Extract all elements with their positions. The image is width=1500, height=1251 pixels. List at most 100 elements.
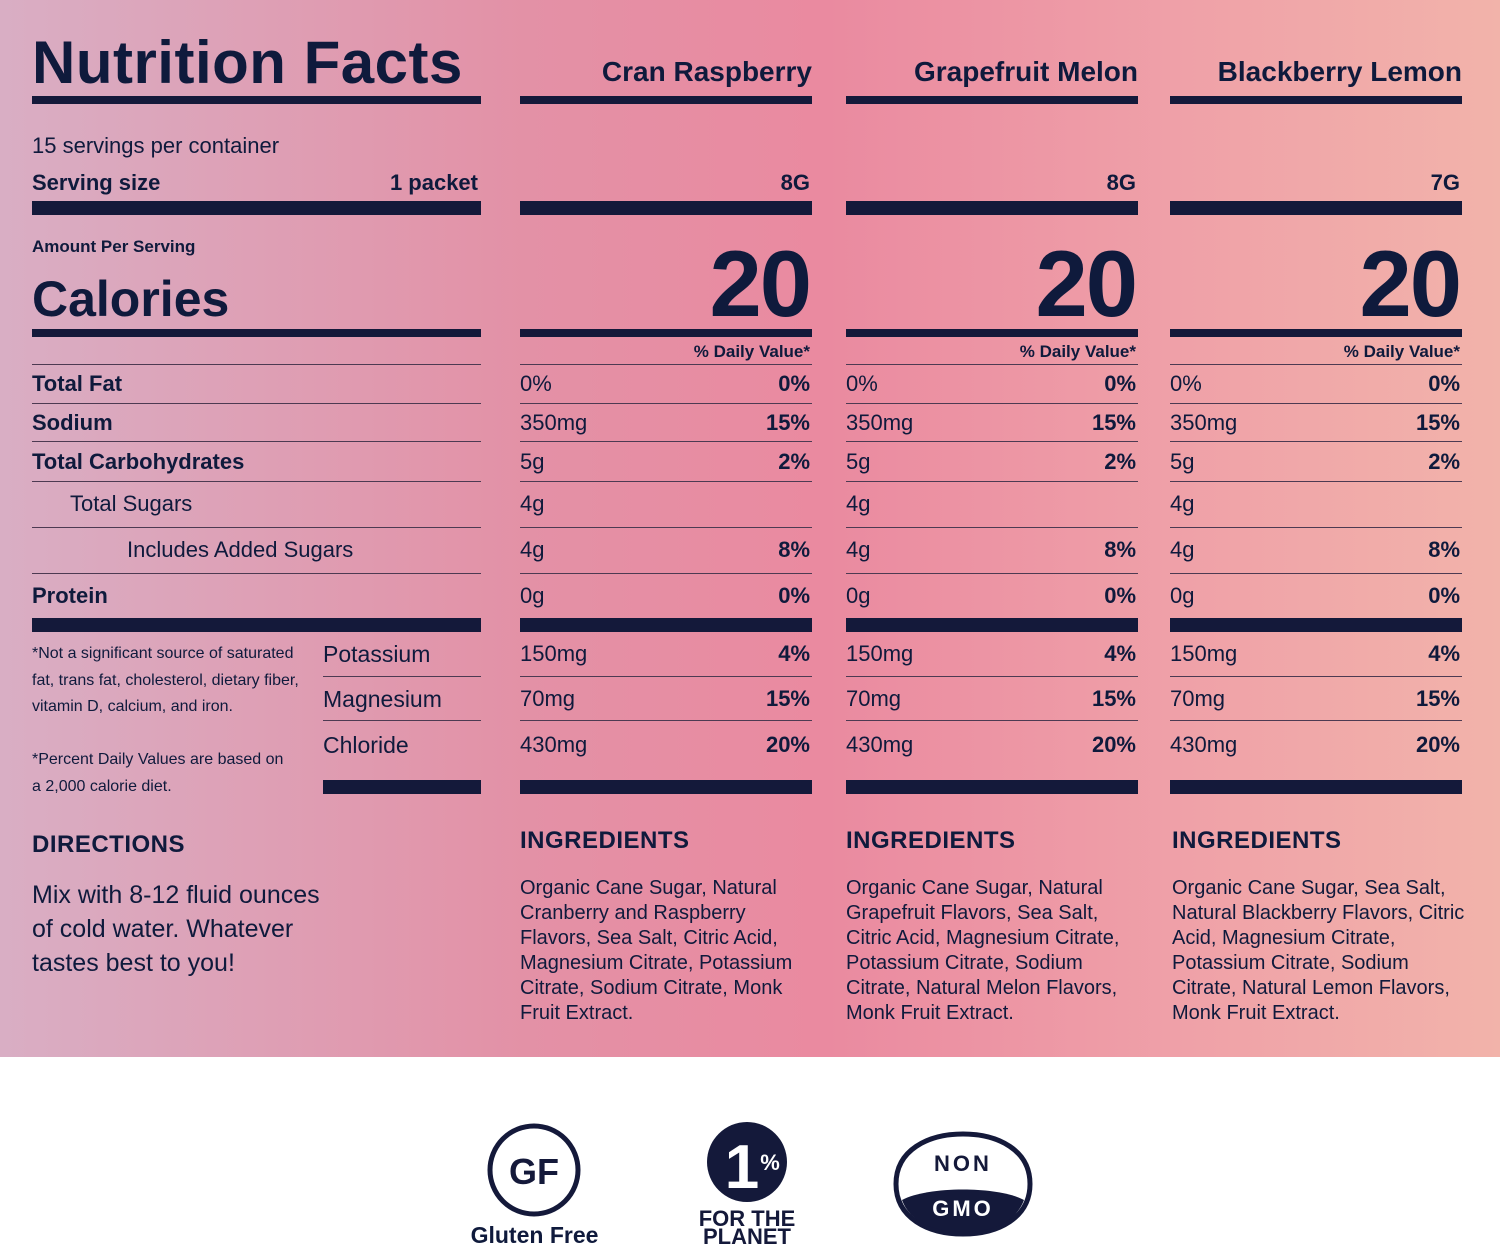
mineral-daily-value: 20% bbox=[1091, 732, 1136, 757]
row-separator bbox=[520, 527, 812, 528]
planet-percent-mark: % bbox=[760, 1150, 780, 1175]
row-separator bbox=[1170, 720, 1462, 721]
row-separator bbox=[1170, 364, 1462, 365]
row-separator bbox=[1170, 481, 1462, 482]
nutrient-daily-value: 0% bbox=[778, 371, 810, 396]
nutrient-label: Protein bbox=[32, 583, 108, 608]
serving-weight-cran-raspberry: 8G bbox=[780, 170, 810, 195]
calories-value-cran-raspberry: 20 bbox=[709, 231, 812, 336]
serving-size-value: 1 packet bbox=[389, 170, 478, 195]
one-percent-planet-icon: 1 % FOR THE PLANET bbox=[699, 1122, 796, 1249]
mineral-daily-value: 4% bbox=[778, 641, 810, 666]
gluten-free-label: Gluten Free bbox=[470, 1222, 599, 1248]
mineral-label: Magnesium bbox=[323, 686, 442, 712]
amount-per-serving-label: Amount Per Serving bbox=[32, 237, 196, 256]
divider-bar bbox=[846, 96, 1138, 104]
one-percent-planet-badge: 1 % FOR THE PLANET bbox=[690, 1120, 805, 1249]
nutrient-amount: 350mg bbox=[520, 410, 588, 435]
directions-text: Mix with 8-12 fluid ounces of cold water… bbox=[32, 881, 320, 977]
mineral-amount: 70mg bbox=[520, 686, 576, 711]
divider-bar-thick bbox=[846, 618, 1138, 632]
serving-size-label: Serving size bbox=[32, 170, 161, 195]
row-separator bbox=[520, 364, 812, 365]
nutrient-daily-value: 2% bbox=[1428, 449, 1460, 474]
nutrient-amount: 0% bbox=[520, 371, 552, 396]
nutrient-daily-value: 8% bbox=[778, 537, 810, 562]
nutrient-label: Total Sugars bbox=[70, 491, 193, 516]
row-separator bbox=[520, 481, 812, 482]
row-separator bbox=[520, 441, 812, 442]
nutrient-amount: 4g bbox=[1170, 491, 1195, 516]
divider-bar bbox=[846, 329, 1138, 337]
mineral-amount: 150mg bbox=[520, 641, 588, 666]
divider-bar-thick bbox=[1170, 618, 1462, 632]
calories-label: Calories bbox=[32, 271, 230, 327]
row-separator bbox=[32, 364, 481, 365]
row-separator bbox=[1170, 573, 1462, 574]
gluten-free-badge: GF Gluten Free bbox=[462, 1118, 607, 1248]
non-gmo-icon: NON GMO bbox=[893, 1131, 1033, 1237]
mineral-daily-value: 20% bbox=[1415, 732, 1460, 757]
daily-value-label: % Daily Value* bbox=[693, 342, 810, 361]
planet-line-1: FOR THE bbox=[699, 1206, 796, 1231]
nutrient-amount: 350mg bbox=[1170, 410, 1238, 435]
row-separator bbox=[520, 573, 812, 574]
ingredients-list-grapefruit-melon: Organic Cane Sugar, Natural Grapefruit F… bbox=[846, 877, 1120, 1024]
divider-bar bbox=[32, 96, 481, 104]
footnote-not-significant: *Not a significant source of saturated f… bbox=[32, 645, 299, 715]
divider-bar bbox=[1170, 329, 1462, 337]
servings-per-container: 15 servings per container bbox=[32, 133, 280, 158]
row-separator bbox=[32, 403, 481, 404]
nutrient-daily-value: 0% bbox=[778, 583, 810, 608]
row-separator bbox=[32, 481, 481, 482]
directions-heading: DIRECTIONS bbox=[32, 831, 186, 858]
serving-weight-blackberry-lemon: 7G bbox=[1430, 170, 1460, 195]
ingredients-heading-cran-raspberry: INGREDIENTS bbox=[520, 827, 690, 854]
nutrient-amount: 5g bbox=[1170, 449, 1195, 474]
planet-one-mark: 1 bbox=[725, 1133, 759, 1202]
divider-bar-thick bbox=[846, 201, 1138, 215]
nutrient-daily-value: 0% bbox=[1428, 583, 1460, 608]
mineral-amount: 430mg bbox=[846, 732, 914, 757]
daily-value-label: % Daily Value* bbox=[1019, 342, 1136, 361]
nutrient-daily-value: 0% bbox=[1104, 371, 1136, 396]
divider-bar bbox=[520, 96, 812, 104]
nutrient-amount: 0% bbox=[846, 371, 878, 396]
divider-bar-thick bbox=[1170, 780, 1462, 794]
nutrient-daily-value: 0% bbox=[1104, 583, 1136, 608]
row-separator bbox=[846, 403, 1138, 404]
flavor-heading-cran-raspberry: Cran Raspberry bbox=[601, 56, 812, 87]
divider-bar-thick bbox=[846, 780, 1138, 794]
mineral-daily-value: 20% bbox=[765, 732, 810, 757]
non-gmo-badge: NON GMO bbox=[888, 1128, 1038, 1240]
flavor-heading-grapefruit-melon: Grapefruit Melon bbox=[913, 56, 1138, 87]
nutrient-amount: 4g bbox=[1170, 537, 1195, 562]
divider-bar-thick bbox=[1170, 201, 1462, 215]
row-separator bbox=[846, 720, 1138, 721]
divider-bar bbox=[32, 329, 481, 337]
row-separator bbox=[1170, 676, 1462, 677]
nutrient-daily-value: 8% bbox=[1104, 537, 1136, 562]
nutrient-label: Total Carbohydrates bbox=[32, 449, 245, 474]
nutrient-amount: 0g bbox=[846, 583, 871, 608]
nutrient-label: Includes Added Sugars bbox=[127, 537, 354, 562]
mineral-label: Chloride bbox=[323, 732, 409, 758]
row-separator bbox=[846, 364, 1138, 365]
mineral-label: Potassium bbox=[323, 641, 431, 667]
nutrient-amount: 4g bbox=[520, 537, 545, 562]
calories-value-blackberry-lemon: 20 bbox=[1359, 231, 1462, 336]
mineral-daily-value: 15% bbox=[1091, 686, 1136, 711]
gluten-free-icon: GF bbox=[487, 1123, 581, 1217]
nutrient-amount: 4g bbox=[846, 537, 871, 562]
row-separator bbox=[32, 527, 481, 528]
daily-value-label: % Daily Value* bbox=[1343, 342, 1460, 361]
divider-bar-thick bbox=[520, 780, 812, 794]
nutrient-amount: 350mg bbox=[846, 410, 914, 435]
divider-bar-thick bbox=[323, 780, 481, 794]
mineral-amount: 70mg bbox=[1170, 686, 1226, 711]
divider-bar bbox=[520, 329, 812, 337]
nutrient-label: Sodium bbox=[32, 410, 113, 435]
divider-bar-thick bbox=[520, 201, 812, 215]
row-separator bbox=[1170, 527, 1462, 528]
row-separator bbox=[1170, 403, 1462, 404]
